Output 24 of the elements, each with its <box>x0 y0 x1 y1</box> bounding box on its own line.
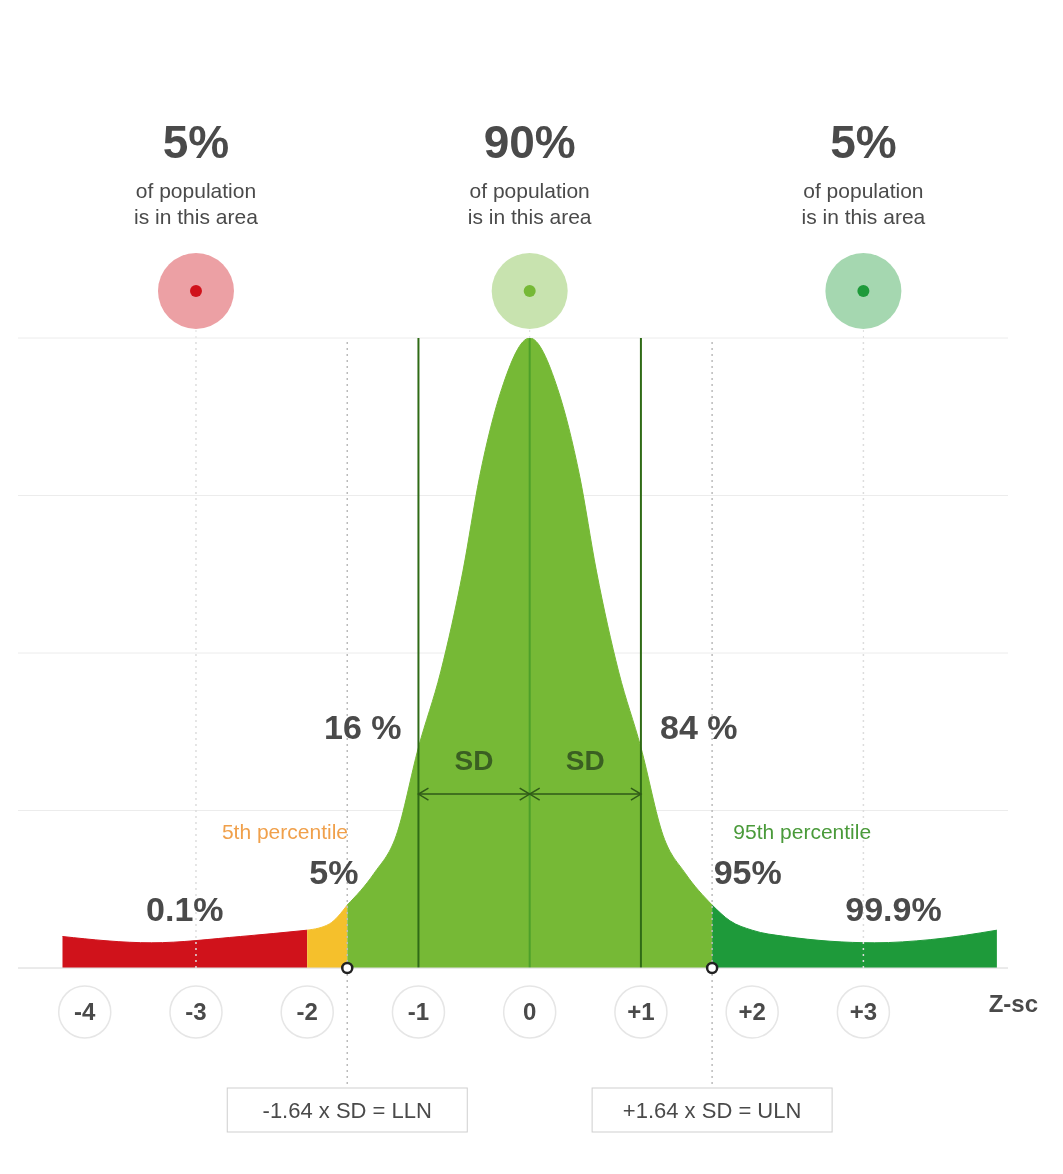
x-tick-label: +1 <box>627 998 655 1025</box>
annotation: SD <box>565 745 605 777</box>
annotation: SD <box>454 745 494 777</box>
annotation: 0.1% <box>146 890 224 929</box>
x-tick-label: -1 <box>407 998 430 1025</box>
annotation: 99.9% <box>845 890 942 929</box>
ref-line-label: +1.64 x SD = ULN <box>622 1098 802 1123</box>
x-tick-label: 0 <box>523 998 537 1025</box>
annotation: 5% <box>309 852 359 891</box>
x-tick-label: -3 <box>185 998 207 1025</box>
x-tick-label: +3 <box>849 998 878 1025</box>
annotation: 95th percentile <box>733 820 872 844</box>
annotation: 5th percentile <box>221 820 349 844</box>
x-tick-label: -4 <box>74 998 97 1025</box>
annotation: 16 % <box>324 707 402 746</box>
x-axis-title: Z-sc <box>988 990 1038 1017</box>
x-tick-label: +2 <box>738 998 766 1025</box>
x-tick-label: -2 <box>296 998 318 1025</box>
text: 5% of population is in this area <box>801 116 926 228</box>
annotation: 84 % <box>660 707 738 746</box>
annotation: 95% <box>713 852 782 891</box>
text: 5% of population is in this area <box>134 116 259 228</box>
ref-line-label: -1.64 x SD = LLN <box>262 1098 432 1123</box>
text: 90% of population is in this area <box>467 116 592 228</box>
